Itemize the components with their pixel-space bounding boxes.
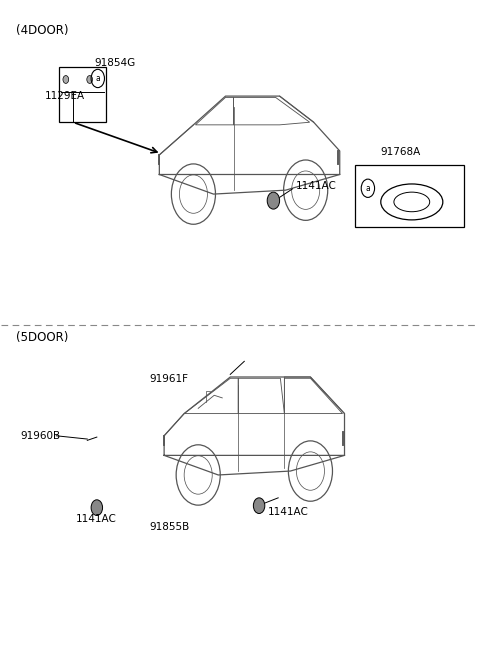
Bar	[355, 165, 464, 227]
Bar	[59, 67, 107, 122]
Text: 1129EA: 1129EA	[44, 91, 84, 101]
Text: a: a	[366, 184, 370, 193]
Text: (4DOOR): (4DOOR)	[16, 24, 68, 37]
Text: 91768A: 91768A	[381, 147, 421, 157]
Text: 1141AC: 1141AC	[268, 507, 309, 517]
Circle shape	[63, 75, 69, 83]
Circle shape	[267, 192, 280, 209]
Text: (5DOOR): (5DOOR)	[16, 331, 68, 344]
Text: 1141AC: 1141AC	[75, 514, 116, 523]
Circle shape	[253, 498, 265, 514]
Text: 91960B: 91960B	[21, 431, 60, 441]
Text: a: a	[96, 74, 100, 83]
Circle shape	[91, 500, 103, 516]
Text: 1141AC: 1141AC	[295, 181, 336, 192]
Text: 91961F: 91961F	[149, 374, 188, 384]
Text: 91854G: 91854G	[95, 58, 136, 68]
Circle shape	[87, 75, 93, 83]
Text: 91855B: 91855B	[149, 522, 190, 532]
